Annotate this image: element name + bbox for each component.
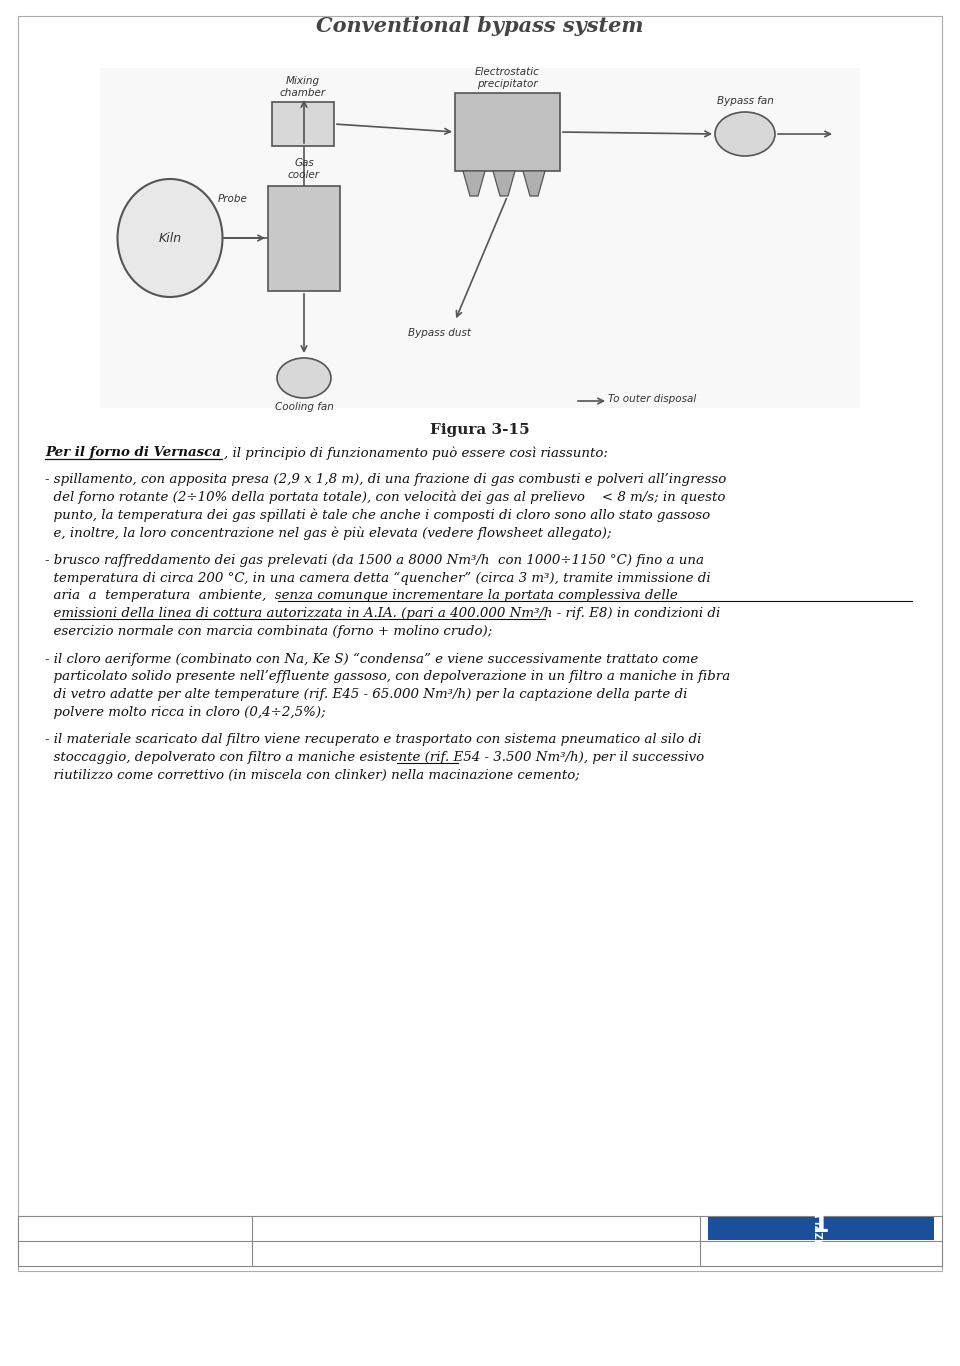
Text: esercizio normale con marcia combinata (forno + molino crudo);: esercizio normale con marcia combinata (… [45, 624, 492, 638]
Text: - il cloro aeriforme (combinato con Na, Ke S) “condensa” e viene successivamente: - il cloro aeriforme (combinato con Na, … [45, 653, 698, 665]
Text: Gas
cooler: Gas cooler [288, 158, 320, 180]
Text: 1: 1 [811, 1213, 828, 1238]
Text: Pagina 54 di 62: Pagina 54 di 62 [774, 1243, 866, 1255]
Text: To outer disposal: To outer disposal [608, 393, 696, 404]
Text: aria  a  temperatura  ambiente,  senza comunque incrementare la portata compless: aria a temperatura ambiente, senza comun… [45, 589, 678, 602]
Text: BUZZI: BUZZI [815, 1220, 825, 1253]
Text: BUZ_PRG_01_PRG_00: BUZ_PRG_01_PRG_00 [67, 1243, 199, 1255]
Text: Kiln: Kiln [158, 231, 181, 245]
Bar [455, 93, 560, 171]
Text: del forno rotante (2÷10% della portata totale), con velocità dei gas al prelievo: del forno rotante (2÷10% della portata t… [45, 490, 726, 504]
Polygon shape [463, 171, 485, 195]
Text: Probe: Probe [218, 194, 248, 204]
Text: Per il forno di Vernasca: Per il forno di Vernasca [45, 447, 221, 459]
Text: Electrostatic
precipitator: Electrostatic precipitator [475, 67, 540, 89]
Text: polvere molto ricca in cloro (0,4÷2,5%);: polvere molto ricca in cloro (0,4÷2,5%); [45, 706, 325, 719]
Text: Conventional bypass system: Conventional bypass system [316, 16, 644, 36]
Ellipse shape [117, 179, 223, 296]
Polygon shape [523, 171, 545, 195]
Bar [272, 102, 334, 146]
Text: riutilizzo come correttivo (in miscela con clinker) nella macinazione cemento;: riutilizzo come correttivo (in miscela c… [45, 769, 580, 783]
Polygon shape [493, 171, 515, 195]
Text: e, inoltre, la loro concentrazione nel gas è più elevata (vedere flowsheet alleg: e, inoltre, la loro concentrazione nel g… [45, 526, 612, 540]
Text: Bypass dust: Bypass dust [409, 328, 471, 337]
Text: ITALIA: ITALIA [117, 1243, 149, 1253]
Ellipse shape [277, 358, 331, 398]
Bar [268, 186, 340, 291]
Text: temperatura di circa 200 °C, in una camera detta “quencher” (circa 3 m³), tramit: temperatura di circa 200 °C, in una came… [45, 571, 710, 585]
Text: Progetto definitivo: Progetto definitivo [410, 1221, 542, 1235]
Text: , il principio di funzionamento può essere così riassunto:: , il principio di funzionamento può esse… [224, 447, 608, 459]
Bar [100, 68, 860, 408]
Text: stoccaggio, depolverato con filtro a maniche esistente (rif. E54 - 3.500 Nm³/h),: stoccaggio, depolverato con filtro a man… [45, 751, 704, 764]
Text: Mixing
chamber: Mixing chamber [280, 76, 326, 98]
Text: punto, la temperatura dei gas spillati è tale che anche i composti di cloro sono: punto, la temperatura dei gas spillati è… [45, 508, 710, 522]
Text: Rev. 0  -  Dicembre 2014: Rev. 0 - Dicembre 2014 [402, 1243, 549, 1255]
Text: Bypass fan: Bypass fan [716, 96, 774, 107]
Text: Cooling fan: Cooling fan [275, 402, 333, 413]
Text: - brusco raffreddamento dei gas prelevati (da 1500 a 8000 Nm³/h  con 1000÷1150 °: - brusco raffreddamento dei gas prelevat… [45, 553, 704, 567]
Text: Figura 3-15: Figura 3-15 [430, 423, 530, 437]
Bar [18, 1216, 942, 1266]
Text: - il materiale scaricato dal filtro viene recuperato e trasportato con sistema p: - il materiale scaricato dal filtro vien… [45, 734, 702, 746]
Text: di vetro adatte per alte temperature (rif. E45 - 65.000 Nm³/h) per la captazione: di vetro adatte per alte temperature (ri… [45, 688, 687, 701]
Text: emissioni della linea di cottura autorizzata in A.IA. (pari a 400.000 Nm³/h - ri: emissioni della linea di cottura autoriz… [45, 607, 720, 620]
Text: particolato solido presente nell’effluente gassoso, con depolverazione in un fil: particolato solido presente nell’effluen… [45, 671, 731, 683]
Text: - spillamento, con apposita presa (2,9 x 1,8 m), di una frazione di gas combusti: - spillamento, con apposita presa (2,9 x… [45, 473, 727, 486]
Bar [708, 1217, 934, 1240]
Text: altRan: altRan [83, 1218, 183, 1247]
Ellipse shape [715, 112, 775, 156]
